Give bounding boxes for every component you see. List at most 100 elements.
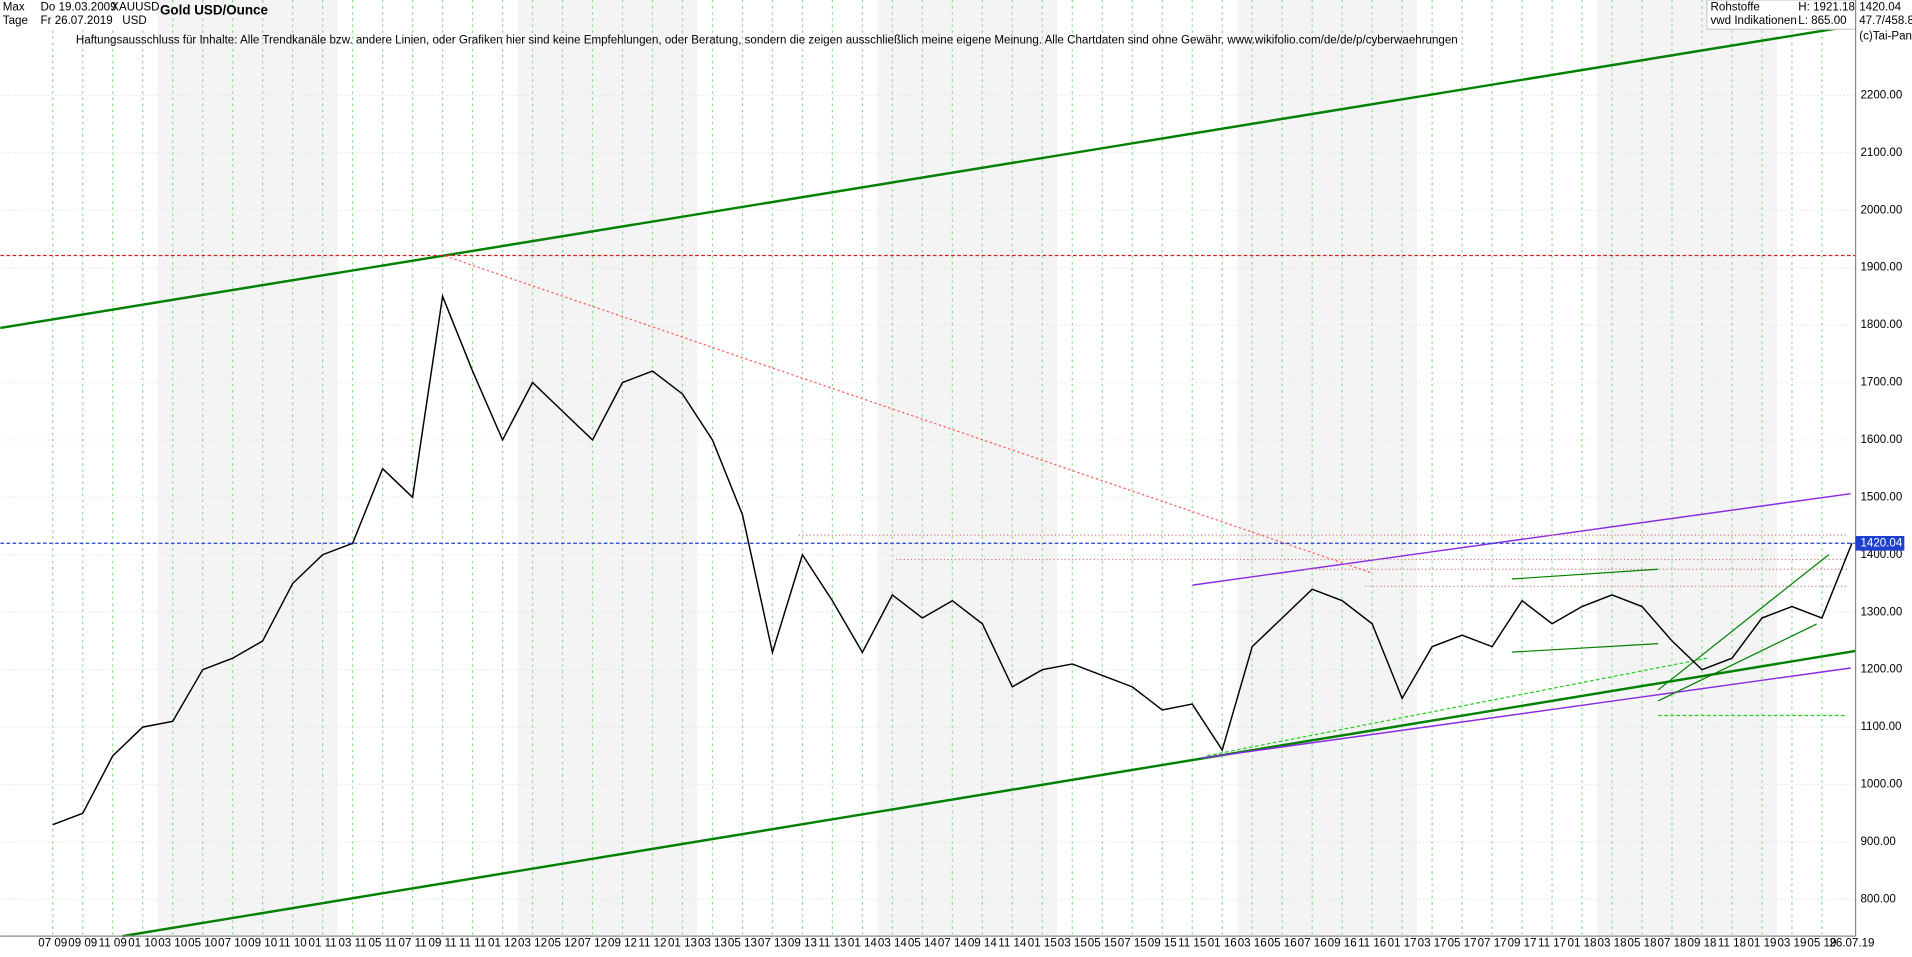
y-tick-label: 1000.00 xyxy=(1860,779,1902,791)
x-tick-label: 11 09 xyxy=(99,938,127,950)
y-tick-label: 1500.00 xyxy=(1860,491,1902,503)
x-tick-label: 07 15 xyxy=(1118,938,1147,950)
x-tick-label: 07 11 xyxy=(399,938,427,950)
y-tick-label: 1400.00 xyxy=(1860,549,1902,561)
x-tick-label: 05 15 xyxy=(1088,938,1117,950)
trend-line xyxy=(1200,667,1851,759)
x-tick-label: 03 12 xyxy=(518,938,547,950)
x-tick-label: 07 12 xyxy=(578,938,607,950)
trend-lines xyxy=(0,25,1856,938)
y-tick-label: 1900.00 xyxy=(1860,262,1902,274)
y-tick-label: 800.00 xyxy=(1860,893,1895,905)
x-tick-label: 03 11 xyxy=(339,938,367,950)
x-tick-label: 05 18 xyxy=(1628,938,1657,950)
y-tick-label: 2200.00 xyxy=(1860,89,1902,101)
x-tick-label: 03 18 xyxy=(1598,938,1627,950)
x-tick-label: 09 15 xyxy=(1148,938,1177,950)
copyright: (c)Tai-Pan xyxy=(1859,31,1912,43)
x-tick-label: 07 10 xyxy=(218,938,247,950)
x-tick-label: 03 10 xyxy=(158,938,187,950)
x-tick-label: 03 13 xyxy=(698,938,727,950)
annotation: Haftungsausschluss für Inhalte: Alle Tre… xyxy=(76,34,1458,46)
x-tick-label: 09 18 xyxy=(1688,938,1717,950)
x-tick-label: 01 16 xyxy=(1208,938,1237,950)
x-tick-label: 05 14 xyxy=(908,938,938,950)
x-tick-label: 01 14 xyxy=(848,938,878,950)
low: L: 865.00 xyxy=(1798,15,1846,27)
y-tick-label: 1300.00 xyxy=(1860,606,1902,618)
bands xyxy=(157,0,1777,937)
x-tick-label: 03 16 xyxy=(1238,938,1267,950)
x-tick-label: 11 10 xyxy=(279,938,307,950)
y-tick-label: 1200.00 xyxy=(1860,664,1902,676)
symbol: XAUUSD xyxy=(111,1,159,13)
x-tick-label: 11 16 xyxy=(1358,938,1386,950)
trend-line xyxy=(1192,492,1851,586)
trend-line xyxy=(122,649,1856,938)
x-tick-label: 26.07.19 xyxy=(1829,938,1874,950)
x-tick-label: 11 11 xyxy=(459,938,486,950)
range: Max xyxy=(3,1,25,13)
x-tick-label: 05 10 xyxy=(188,938,217,950)
x-tick-label: 01 11 xyxy=(309,938,337,950)
x-tick-label: 01 18 xyxy=(1568,938,1597,950)
grid xyxy=(0,0,1856,937)
x-tick-label: 07 13 xyxy=(758,938,787,950)
x-tick-label: 11 18 xyxy=(1718,938,1746,950)
x-tick-label: 09 16 xyxy=(1328,938,1357,950)
chart-title: Gold USD/Ounce xyxy=(160,3,268,18)
x-tick-label: 03 14 xyxy=(878,938,908,950)
x-tick-label: 01 15 xyxy=(1028,938,1057,950)
x-tick-label: 03 17 xyxy=(1418,938,1447,950)
year-band xyxy=(1237,0,1418,937)
trend-line xyxy=(0,25,1848,330)
y-tick-label: 2100.00 xyxy=(1860,147,1902,159)
y-tick-label: 1600.00 xyxy=(1860,434,1902,446)
end-date: Fr 26.07.2019 xyxy=(41,15,113,27)
price-line xyxy=(52,293,1853,826)
x-tick-label: 07 17 xyxy=(1478,938,1507,950)
x-tick-label: 09 12 xyxy=(608,938,637,950)
x-tick-label: 05 11 xyxy=(369,938,397,950)
info-box xyxy=(1706,0,1857,30)
x-tick-label: 11 17 xyxy=(1538,938,1566,950)
x-tick-label: 05 13 xyxy=(728,938,757,950)
start-date: Do 19.03.2009 xyxy=(41,1,117,13)
y-tick-label: 1100.00 xyxy=(1860,721,1901,733)
y-tick-label: 900.00 xyxy=(1860,836,1895,848)
x-tick-label: 01 17 xyxy=(1388,938,1417,950)
x-tick-label: 07 18 xyxy=(1658,938,1687,950)
x-tick-label: 07 14 xyxy=(938,938,968,950)
last-price-tag xyxy=(1855,535,1905,551)
x-tick-label: 01 12 xyxy=(488,938,517,950)
y-tick-label: 2000.00 xyxy=(1860,204,1902,216)
x-tick-label: 01 13 xyxy=(668,938,697,950)
x-tick-label: 07 09 xyxy=(38,938,67,950)
x-tick-label: 03 19 xyxy=(1777,938,1806,950)
header-box xyxy=(0,0,157,30)
year-band xyxy=(877,0,1058,937)
currency: USD xyxy=(122,15,146,27)
x-tick-label: 11 15 xyxy=(1178,938,1206,950)
trend-line xyxy=(1511,568,1659,580)
last-price-label: 1420.04 xyxy=(1860,537,1902,549)
trend-line xyxy=(445,255,1372,574)
ratio: 47.7/458.8 xyxy=(1859,15,1912,27)
last-value: 1420.04 xyxy=(1859,1,1901,13)
x-tick-label: 05 16 xyxy=(1268,938,1297,950)
year-band xyxy=(517,0,698,937)
x-tick-label: 09 13 xyxy=(788,938,817,950)
x-tick-label: 05 17 xyxy=(1448,938,1477,950)
x-tick-label: 09 09 xyxy=(68,938,97,950)
source: vwd Indikationen xyxy=(1711,15,1797,27)
x-tick-label: 05 12 xyxy=(548,938,577,950)
x-tick-label: 09 11 xyxy=(429,938,457,950)
x-tick-label: 03 15 xyxy=(1058,938,1087,950)
x-tick-label: 09 14 xyxy=(968,938,998,950)
trend-line xyxy=(1657,623,1817,702)
marks xyxy=(0,293,1856,826)
x-tick-label: 11 13 xyxy=(818,938,846,950)
y-tick-label: 1800.00 xyxy=(1860,319,1902,331)
